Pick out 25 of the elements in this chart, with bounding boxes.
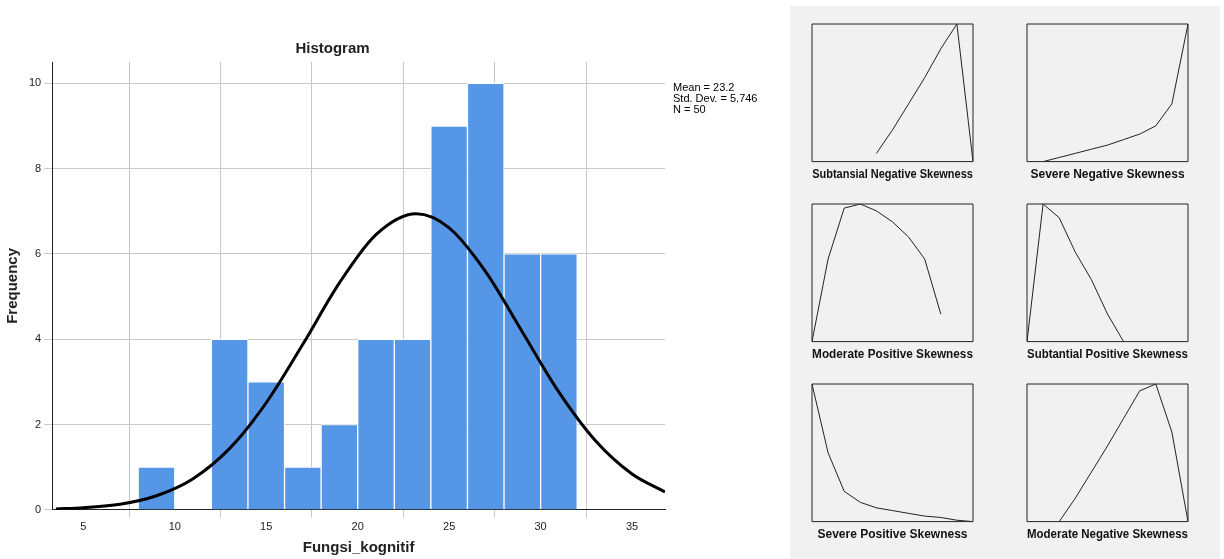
x-tick-label: 30 bbox=[534, 520, 547, 533]
text: Mean = 23.2 bbox=[673, 80, 735, 93]
x-axis-title: Fungsi_kognitif bbox=[302, 538, 416, 556]
x-tick-label: 15 bbox=[260, 520, 273, 533]
y-tick-label: 2 bbox=[35, 417, 42, 430]
text: Severe Positive Skewness bbox=[817, 527, 968, 542]
text: Subtantial Positive Skewness bbox=[1027, 346, 1189, 361]
x-tick-label: 20 bbox=[351, 520, 364, 533]
x-tick-label: 5 bbox=[80, 520, 87, 533]
text: Moderate Positive Skewness bbox=[812, 347, 974, 362]
text: N = 50 bbox=[673, 102, 706, 115]
y-tick-label: 0 bbox=[35, 502, 42, 515]
x-tick-label: 25 bbox=[443, 520, 456, 533]
chart-title: Histogram bbox=[295, 39, 370, 57]
y-tick-label: 10 bbox=[28, 76, 42, 89]
x-tick-label: 35 bbox=[625, 520, 639, 533]
y-tick-label: 6 bbox=[35, 246, 42, 259]
text: Subtansial Negative Skewness bbox=[812, 167, 973, 181]
x-tick-label: 10 bbox=[168, 520, 181, 533]
y-tick-label: 8 bbox=[35, 161, 42, 174]
y-tick-label: 4 bbox=[35, 332, 42, 345]
text: Std. Dev. = 5.746 bbox=[673, 91, 758, 104]
y-axis-title: Frequency bbox=[3, 247, 21, 324]
text: Severe Negative Skewness bbox=[1030, 167, 1185, 182]
text: Moderate Negative Skewness bbox=[1027, 526, 1189, 541]
